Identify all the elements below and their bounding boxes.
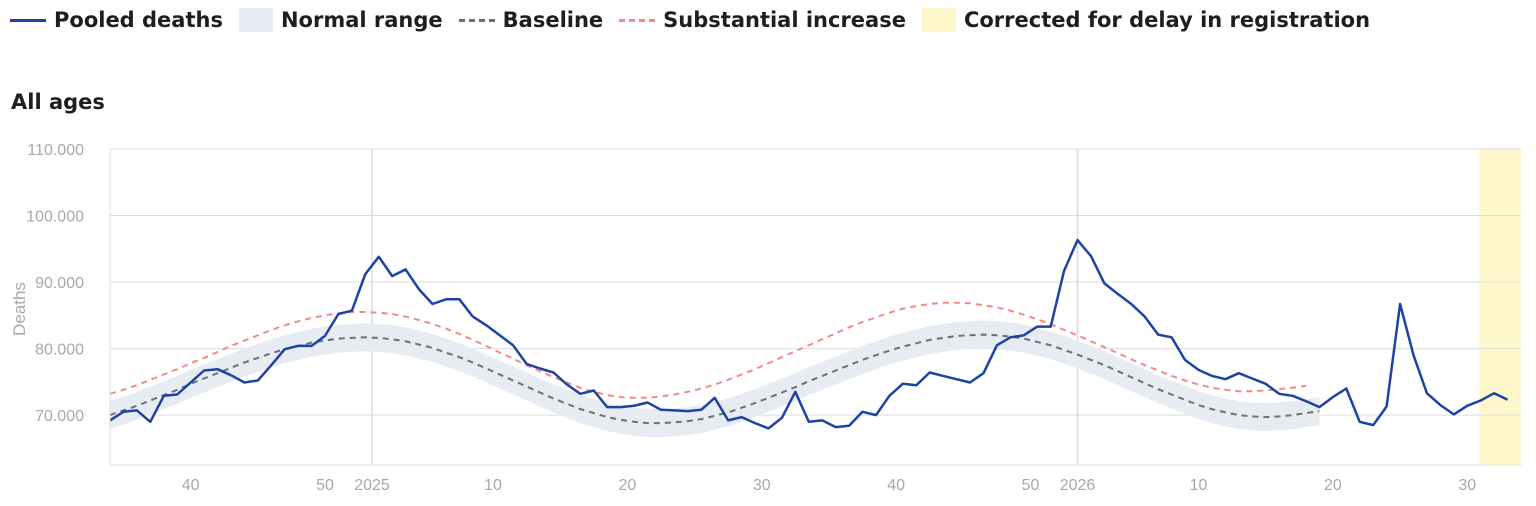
pooled-deaths-line [109, 238, 1509, 430]
y-tick-label: 90.000 [35, 275, 84, 292]
x-tick-label: 30 [753, 477, 771, 494]
legend-label-normal-range: Normal range [280, 8, 443, 32]
legend-label-substantial-increase: Substantial increase [663, 8, 906, 32]
legend-item-normal-range[interactable]: Normal range [238, 8, 443, 32]
x-tick-label: 50 [316, 477, 334, 494]
legend-item-baseline[interactable]: Baseline [458, 8, 604, 32]
series-lines-layer [109, 238, 1509, 430]
pooled-deaths-line-swatch [10, 18, 46, 22]
x-tick-label: 2025 [354, 477, 390, 494]
legend-item-corrected[interactable]: Corrected for delay in registration [921, 8, 1371, 32]
x-tick-label: 20 [618, 477, 636, 494]
y-axis-label: Deaths [10, 282, 29, 336]
x-tick-label: 40 [887, 477, 905, 494]
y-tick-label: 110.000 [27, 142, 84, 159]
corrected-region [1479, 149, 1521, 465]
normal-range-layer [110, 320, 1320, 438]
corrected-swatch [921, 8, 956, 32]
y-tick-label: 100.000 [26, 209, 84, 226]
y-tick-label: 80.000 [35, 342, 84, 359]
legend: Pooled deaths Normal range Baseline Subs… [10, 6, 1386, 34]
legend-label-baseline: Baseline [502, 8, 604, 32]
x-tick-label: 40 [182, 477, 200, 494]
legend-label-pooled-deaths: Pooled deaths [54, 8, 223, 32]
normal-range-swatch [238, 8, 273, 32]
panel-title: All ages [11, 90, 105, 114]
axes-layer: 70.000 80.000 90.000 100.000 110.000 40 50 2025… [26, 142, 1521, 494]
x-tick-label: 10 [1190, 477, 1208, 494]
x-tick-label: 30 [1458, 477, 1476, 494]
x-tick-label: 20 [1324, 477, 1342, 494]
normal-range-band [110, 320, 1320, 438]
substantial-increase-dashed-swatch [619, 18, 656, 22]
corrected-region-layer [1479, 149, 1521, 465]
x-tick-label: 2026 [1060, 477, 1096, 494]
legend-label-corrected: Corrected for delay in registration [963, 8, 1371, 32]
substantial-increase-line [109, 301, 1307, 399]
legend-item-substantial-increase[interactable]: Substantial increase [619, 8, 906, 32]
x-tick-label: 50 [1022, 477, 1040, 494]
x-tick-label: 10 [484, 477, 502, 494]
legend-item-pooled-deaths[interactable]: Pooled deaths [10, 8, 223, 32]
y-tick-label: 70.000 [35, 408, 84, 425]
baseline-dashed-swatch [458, 18, 495, 22]
baseline-line [109, 333, 1320, 425]
